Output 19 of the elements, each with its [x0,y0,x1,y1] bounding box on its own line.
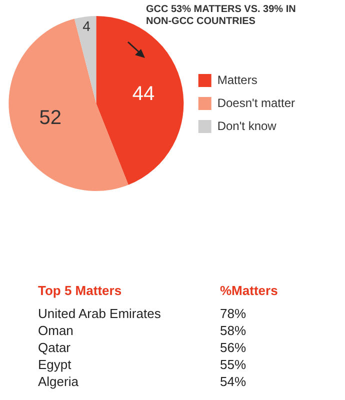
text: 55% [220,357,246,372]
legend-label: Doesn't matter [217,96,296,110]
legend-label: Matters [217,72,258,87]
data-label: 44 [132,83,155,105]
text: United Arab Emirates [38,306,162,321]
text: 58% [220,323,246,338]
data-label: 4 [82,18,91,34]
text: Algeria [38,374,80,389]
text: GCC 53% MATTERS VS. 39% IN NON-GCC COUNTRIES [146,4,296,28]
text: 56% [220,340,246,355]
text: Oman [38,323,74,338]
data-label: 52 [39,106,62,129]
text: Top 5 Matters [38,283,123,298]
legend-label: Don't know [217,118,277,133]
text: 54% [220,374,246,389]
text: 78% [220,306,246,321]
text: Egypt [38,357,72,372]
text: %Matters [220,283,278,298]
text: Qatar [38,340,72,355]
